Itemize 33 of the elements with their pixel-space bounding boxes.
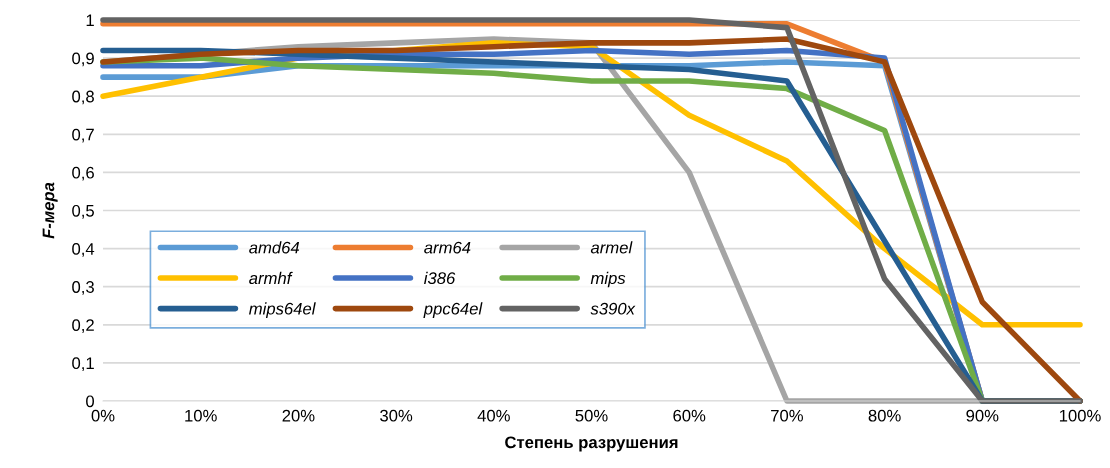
- y-tick-label: 0,5: [72, 204, 94, 219]
- legend-label: ppc64el: [423, 302, 483, 318]
- legend-label: i386: [424, 271, 456, 285]
- x-tick-label: 100%: [1059, 409, 1101, 422]
- y-tick-label: 0,6: [72, 166, 94, 181]
- x-tick-label: 20%: [282, 409, 315, 422]
- y-tick-label: 0,4: [72, 243, 95, 257]
- y-tick-label: 0,2: [72, 319, 94, 333]
- x-tick-label: 90%: [966, 409, 999, 422]
- legend-label: arm64: [424, 241, 471, 254]
- x-tick-label: 60%: [673, 409, 706, 422]
- y-tick-label: 0,9: [72, 52, 94, 67]
- y-tick-label: 0,7: [72, 128, 94, 143]
- y-axis-title: F-мера: [42, 182, 58, 239]
- x-tick-label: 40%: [477, 409, 510, 422]
- legend-label: armhf: [249, 271, 293, 285]
- x-tick-label: 80%: [868, 409, 901, 422]
- x-tick-label: 50%: [575, 409, 608, 422]
- y-tick-label: 1: [86, 14, 94, 27]
- legend-label: amd64: [249, 241, 300, 254]
- y-tick-label: 0,8: [72, 90, 94, 105]
- y-tick-label: 0,3: [72, 281, 94, 295]
- legend-label: s390x: [590, 302, 636, 315]
- x-tick-label: 10%: [185, 409, 217, 422]
- x-tick-label: 70%: [771, 409, 803, 422]
- x-axis-title: Степень разрушения: [505, 436, 678, 452]
- y-tick-label: 0,1: [72, 357, 94, 372]
- legend-label: armel: [590, 241, 633, 254]
- legend-label: mips64el: [249, 302, 316, 318]
- x-tick-label: 0%: [91, 409, 115, 422]
- y-tick-label: 0: [86, 395, 95, 408]
- legend-label: mips: [590, 271, 626, 288]
- x-tick-label: 30%: [380, 409, 413, 422]
